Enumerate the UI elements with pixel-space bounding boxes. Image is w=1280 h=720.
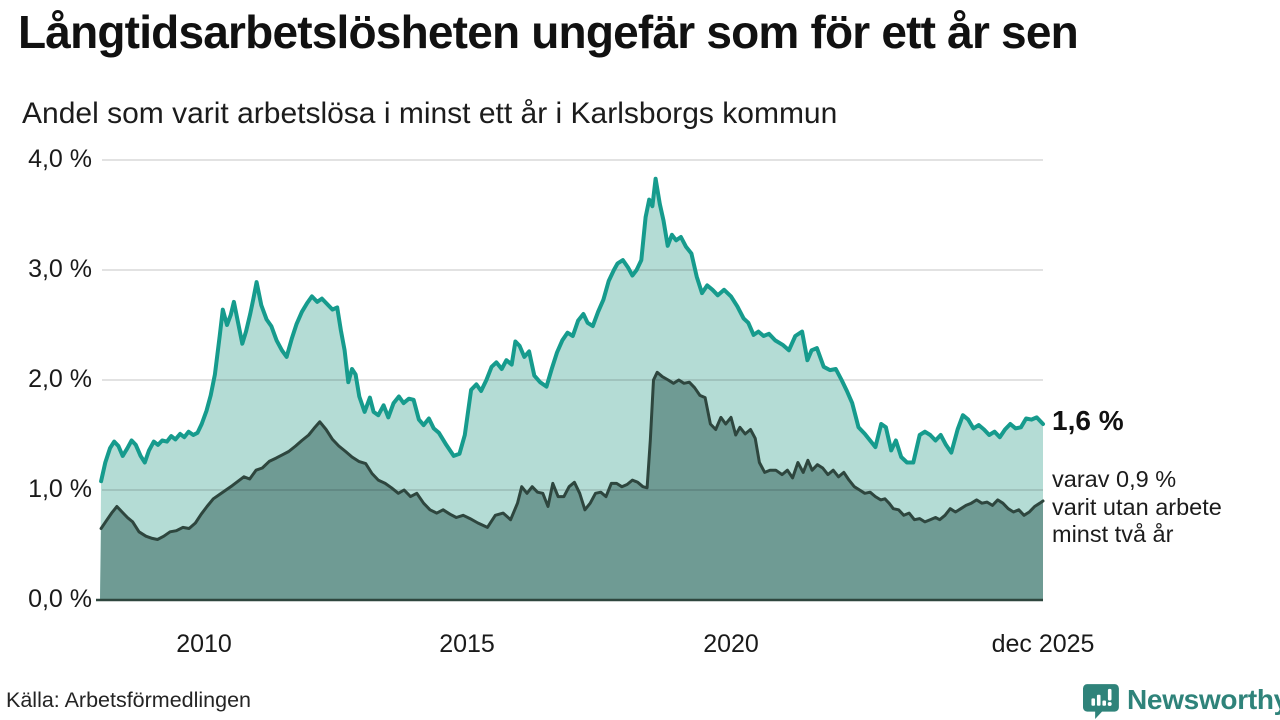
detail-line-3: minst två år bbox=[1052, 521, 1174, 547]
latest-value-detail: varav 0,9 % varit utan arbete minst två … bbox=[1052, 466, 1222, 549]
newsworthy-wordmark: Newsworthy bbox=[1127, 684, 1280, 715]
line-minst-ett-ar bbox=[99, 176, 1045, 484]
y-tick-label: 0,0 % bbox=[28, 585, 92, 613]
x-tick-label: 2015 bbox=[439, 630, 495, 658]
page-subtitle: Andel som varit arbetslösa i minst ett å… bbox=[22, 97, 838, 130]
detail-line-2: varit utan arbete bbox=[1052, 493, 1222, 520]
newsworthy-logo: Newsworthy bbox=[1083, 681, 1280, 719]
x-tick-label: 2010 bbox=[176, 630, 232, 658]
x-tick-label: dec 2025 bbox=[991, 630, 1095, 658]
source-attribution: Källa: Arbetsförmedlingen bbox=[6, 688, 252, 712]
page-title: Långtidsarbetslösheten ungefär som för e… bbox=[18, 6, 1079, 58]
y-tick-label: 3,0 % bbox=[28, 255, 92, 283]
latest-value-label: 1,6 % bbox=[1052, 405, 1124, 436]
y-tick-label: 1,0 % bbox=[28, 475, 92, 503]
detail-line-1: varav 0,9 % bbox=[1052, 466, 1177, 492]
y-tick-label: 4,0 % bbox=[28, 145, 92, 173]
y-tick-label: 2,0 % bbox=[28, 365, 92, 393]
x-tick-label: 2020 bbox=[703, 630, 759, 658]
line-minst-tva-ar bbox=[99, 370, 1045, 541]
newsworthy-bubble-chart-icon bbox=[1083, 681, 1121, 719]
